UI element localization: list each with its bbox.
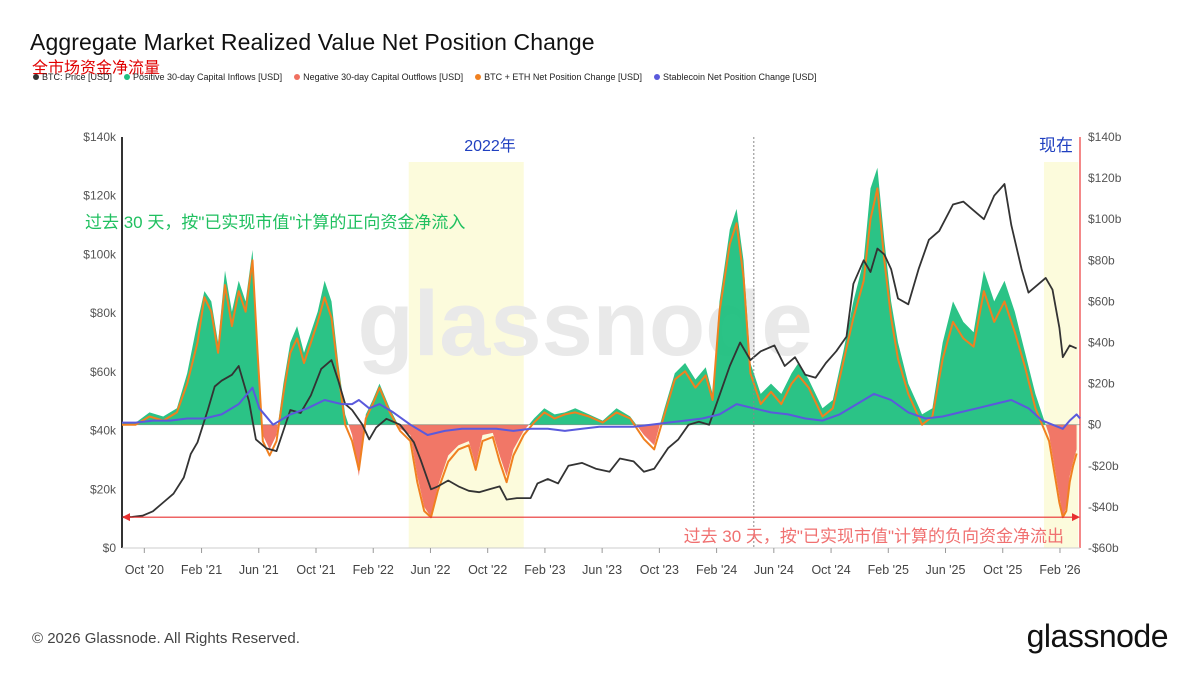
legend-item-inflows[interactable]: Positive 30-day Capital Inflows [USD] (124, 72, 282, 82)
y-left-tick-label: $60k (90, 365, 117, 379)
series-lines (121, 183, 1081, 519)
outflow-annotation: 过去 30 天，按"已实现市值"计算的负向资金净流出 (684, 527, 1064, 546)
x-tick-label: Oct '21 (296, 563, 335, 577)
x-tick-label: Feb '25 (868, 563, 909, 577)
y-left-tick-label: $120k (83, 189, 117, 203)
glassnode-logo[interactable]: glassnode (1026, 618, 1169, 654)
legend-dot (124, 74, 131, 80)
y-left-tick-label: $0 (103, 541, 117, 555)
x-tick-label: Feb '21 (181, 563, 222, 577)
stablecoin-net-position-line (122, 386, 1081, 436)
legend-item-outflows[interactable]: Negative 30-day Capital Outflows [USD] (294, 72, 463, 82)
legend-item-btc-price[interactable]: BTC: Price [USD] (33, 72, 112, 82)
copyright: © 2026 Glassnode. All Rights Reserved. (32, 630, 300, 647)
x-tick-label: Jun '21 (239, 563, 279, 577)
y-right-tick-label: -$20b (1088, 459, 1119, 473)
y-right-tick-label: $0 (1088, 418, 1102, 432)
y-right-tick-label: $60b (1088, 294, 1115, 308)
x-tick-label: Feb '22 (353, 563, 394, 577)
negative-outflow-area (122, 424, 1077, 518)
x-tick-label: Feb '26 (1039, 563, 1080, 577)
y-right-tick-label: $80b (1088, 253, 1115, 267)
x-tick-label: Oct '23 (640, 563, 679, 577)
overlay (122, 137, 1080, 548)
y-left-tick-label: $100k (83, 247, 117, 261)
red-arrow-left (122, 513, 130, 522)
legend-label: Negative 30-day Capital Outflows [USD] (303, 72, 464, 82)
label-now: 现在 (1039, 136, 1073, 155)
inflow-annotation: 过去 30 天，按"已实现市值"计算的正向资金净流入 (85, 213, 465, 232)
btc-eth-net-position-line (122, 187, 1078, 519)
legend-item-stablecoin[interactable]: Stablecoin Net Position Change [USD] (653, 72, 817, 82)
y-left-tick-label: $80k (90, 306, 117, 320)
x-tick-label: Oct '22 (468, 563, 507, 577)
y-right-tick-label: $40b (1088, 336, 1115, 350)
legend-label: Stablecoin Net Position Change [USD] (662, 72, 817, 82)
legend-item-btc-eth[interactable]: BTC + ETH Net Position Change [USD] (475, 72, 642, 82)
y-left-tick-label: $20k (90, 482, 117, 496)
y-right-tick-label: -$60b (1088, 541, 1119, 555)
x-tick-label: Oct '25 (983, 563, 1022, 577)
red-arrow-right (1072, 513, 1080, 522)
y-right-tick-label: $20b (1088, 377, 1115, 391)
legend-dot (294, 74, 301, 80)
x-tick-label: Jun '24 (754, 563, 794, 577)
legend-label: Positive 30-day Capital Inflows [USD] (133, 72, 283, 82)
x-tick-label: Oct '20 (125, 563, 164, 577)
y-right-tick-label: $120b (1088, 171, 1122, 185)
x-tick-label: Jun '22 (410, 563, 450, 577)
x-tick-label: Feb '23 (524, 563, 565, 577)
chart-subtitle: 全市场资金净流量 (32, 60, 161, 77)
axes: $0 $20k $40k $60k $80k $100k $120k $140k -$60b -$… (83, 130, 1121, 577)
legend-label: BTC + ETH Net Position Change [USD] (484, 72, 642, 82)
flow-areas (122, 167, 1080, 518)
x-tick-label: Feb '24 (696, 563, 737, 577)
legend-dot (475, 74, 482, 80)
label-2022: 2022年 (464, 137, 516, 155)
y-left-tick-label: $140k (83, 130, 117, 144)
legend-dot (33, 74, 39, 80)
positive-inflow-area (122, 167, 1077, 425)
chart-title: Aggregate Market Realized Value Net Posi… (30, 29, 595, 55)
legend: BTC: Price [USD] Positive 30-day Capital… (33, 72, 817, 82)
legend-label: BTC: Price [USD] (42, 72, 113, 82)
y-right-tick-label: $100b (1088, 212, 1122, 226)
y-right-tick-label: $140b (1088, 130, 1122, 144)
x-tick-label: Oct '24 (811, 563, 850, 577)
x-tick-label: Jun '25 (926, 563, 966, 577)
y-left-tick-label: $40k (90, 424, 117, 438)
btc-price-line (121, 183, 1077, 519)
legend-dot (653, 74, 660, 80)
y-right-tick-label: -$40b (1088, 500, 1119, 514)
x-tick-label: Jun '23 (582, 563, 622, 577)
